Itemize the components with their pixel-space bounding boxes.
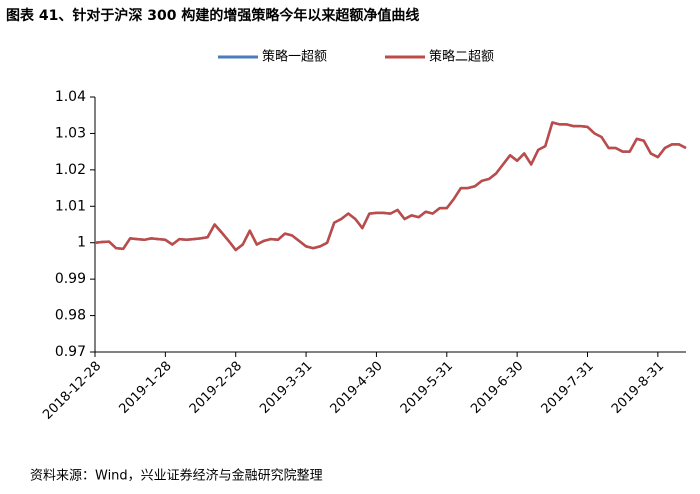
legend-label: 策略二超额 xyxy=(429,49,494,65)
y-tick-label: 1.04 xyxy=(55,89,86,105)
x-tick-label: 2019-4-30 xyxy=(328,359,386,417)
legend-label: 策略一超额 xyxy=(262,49,327,65)
x-tick-label: 2019-3-31 xyxy=(257,359,315,417)
series-line xyxy=(94,121,687,252)
y-tick-label: 1.01 xyxy=(55,198,86,214)
x-tick-label: 2019-2-28 xyxy=(187,359,245,417)
y-tick-label: 0.98 xyxy=(55,308,86,324)
x-tick-label: 2019-5-31 xyxy=(398,359,456,417)
y-tick-label: 1 xyxy=(77,235,86,251)
x-tick-label: 2019-7-31 xyxy=(539,359,597,417)
x-tick-label: 2019-1-28 xyxy=(116,359,174,417)
chart-title: 图表 41、针对于沪深 300 构建的增强策略今年以来超额净值曲线 xyxy=(6,7,419,24)
x-tick-label: 2019-6-30 xyxy=(468,359,526,417)
y-tick-label: 1.02 xyxy=(55,162,86,178)
y-tick-label: 0.97 xyxy=(55,344,86,360)
y-tick-label: 0.99 xyxy=(55,271,86,287)
x-tick-label: 2019-8-31 xyxy=(609,359,667,417)
y-tick-label: 1.03 xyxy=(55,125,86,141)
x-tick-label: 2018-12-28 xyxy=(40,359,104,423)
series-line xyxy=(94,121,687,252)
source-note: 资料来源：Wind，兴业证券经济与金融研究院整理 xyxy=(30,468,323,484)
